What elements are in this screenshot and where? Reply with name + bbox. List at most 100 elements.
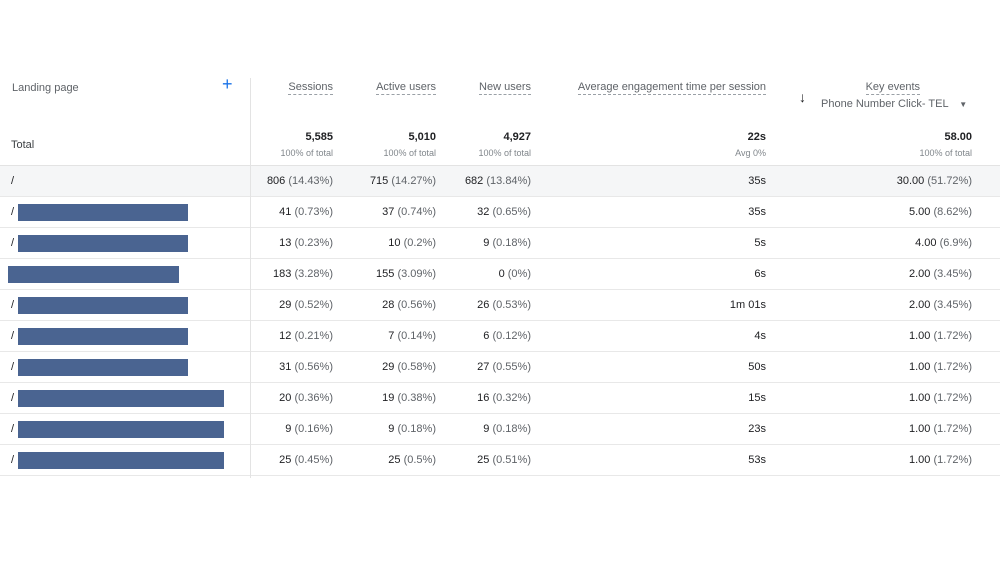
key-events-pct: (3.45%) bbox=[933, 299, 972, 311]
key-events: 2.00 (3.45%) bbox=[909, 299, 972, 311]
caret-down-icon: ▼ bbox=[959, 100, 968, 109]
avg-engagement: 35s bbox=[748, 206, 766, 218]
key-events-value: 1.00 bbox=[908, 330, 931, 342]
new-users-pct: (0.18%) bbox=[492, 423, 531, 435]
redaction-bar bbox=[18, 359, 188, 376]
col-sessions[interactable]: Sessions bbox=[288, 81, 333, 95]
sessions: 29 (0.52%) bbox=[279, 299, 333, 311]
active-users-pct: (0.74%) bbox=[397, 206, 436, 218]
key-events-pct: (6.9%) bbox=[939, 237, 972, 249]
col-new-users[interactable]: New users bbox=[479, 81, 531, 95]
total-sessions-sub: 100% of total bbox=[280, 148, 333, 158]
new-users-value: 0 bbox=[498, 268, 505, 280]
active-users-value: 715 bbox=[369, 175, 389, 187]
key-events-value: 5.00 bbox=[908, 206, 931, 218]
redaction-bar bbox=[18, 390, 224, 407]
landing-page[interactable]: / bbox=[11, 330, 15, 342]
key-events: 1.00 (1.72%) bbox=[909, 423, 972, 435]
plus-icon[interactable]: + bbox=[222, 74, 233, 94]
sessions-pct: (0.45%) bbox=[294, 454, 333, 466]
active-users-pct: (0.14%) bbox=[397, 330, 436, 342]
active-users-value: 28 bbox=[382, 299, 395, 311]
avg-engagement: 35s bbox=[748, 175, 766, 187]
landing-page[interactable]: / bbox=[11, 423, 15, 435]
table-row[interactable]: / 12 (0.21%) 7 (0.14%) 6 (0.12%) 4s 1.00 (1.7… bbox=[0, 321, 1000, 352]
key-events: 1.00 (1.72%) bbox=[909, 392, 972, 404]
sessions: 20 (0.36%) bbox=[279, 392, 333, 404]
new-users: 682 (13.84%) bbox=[465, 175, 531, 187]
sessions-value: 9 bbox=[285, 423, 292, 435]
active-users-value: 10 bbox=[388, 237, 401, 249]
key-event-select[interactable]: Phone Number Click- TEL ▼ bbox=[821, 98, 967, 110]
active-users-value: 9 bbox=[388, 423, 395, 435]
table-row[interactable]: /25 (0.45%) 25 (0.5%) 25 (0.51%) 53s 1.00 (1… bbox=[0, 445, 1000, 476]
key-events: 1.00 (1.72%) bbox=[909, 361, 972, 373]
table-header: Landing page + Sessions Active users New… bbox=[0, 70, 1000, 125]
active-users-value: 19 bbox=[382, 392, 395, 404]
arrow-down-icon[interactable]: ↓ bbox=[799, 89, 806, 105]
table-row[interactable]: 183 (3.28%) 155 (3.09%) 0 (0%) 6s 2.00 (3.45… bbox=[0, 259, 1000, 290]
sessions: 13 (0.23%) bbox=[279, 237, 333, 249]
total-key-sub: 100% of total bbox=[919, 148, 972, 158]
landing-page[interactable]: / bbox=[11, 392, 15, 404]
table-row[interactable]: / 806 (14.43%) 715 (14.27%) 682 (13.84%) 35s… bbox=[0, 166, 1000, 197]
active-users: 37 (0.74%) bbox=[382, 206, 436, 218]
total-avg-sub: Avg 0% bbox=[735, 148, 766, 158]
sessions-value: 25 bbox=[279, 454, 292, 466]
active-users: 28 (0.56%) bbox=[382, 299, 436, 311]
table-row[interactable]: / 41 (0.73%) 37 (0.74%) 32 (0.65%) 35s 5.00 (… bbox=[0, 197, 1000, 228]
redaction-bar bbox=[18, 421, 224, 438]
key-events-pct: (1.72%) bbox=[933, 423, 972, 435]
total-avg: 22s bbox=[747, 131, 766, 143]
table-row[interactable]: / 20 (0.36%) 19 (0.38%) 16 (0.32%) 15s 1.00 (… bbox=[0, 383, 1000, 414]
key-event-select-value: Phone Number Click- TEL bbox=[821, 98, 949, 110]
active-users-value: 29 bbox=[382, 361, 395, 373]
avg-engagement-value: 4s bbox=[754, 330, 766, 342]
redaction-bar bbox=[18, 452, 224, 469]
table-row[interactable]: / 29 (0.52%) 28 (0.56%) 26 (0.53%) 1m 01s 2.0… bbox=[0, 290, 1000, 321]
key-events: 1.00 (1.72%) bbox=[909, 454, 972, 466]
col-avg-engagement[interactable]: Average engagement time per session bbox=[577, 81, 766, 95]
key-events-pct: (51.72%) bbox=[927, 175, 972, 187]
avg-engagement-value: 1m 01s bbox=[729, 299, 766, 311]
new-users-pct: (0.12%) bbox=[492, 330, 531, 342]
active-users-pct: (0.18%) bbox=[397, 423, 436, 435]
new-users-pct: (0.32%) bbox=[492, 392, 531, 404]
key-events-value: 1.00 bbox=[908, 361, 931, 373]
key-events-value: 1.00 bbox=[908, 454, 931, 466]
sessions-pct: (0.52%) bbox=[294, 299, 333, 311]
sessions: 9 (0.16%) bbox=[285, 423, 333, 435]
landing-page[interactable]: / bbox=[11, 361, 15, 373]
avg-engagement: 23s bbox=[748, 423, 766, 435]
total-new: 4,927 bbox=[503, 131, 531, 143]
landing-page[interactable]: / bbox=[11, 237, 15, 249]
landing-page[interactable]: / bbox=[11, 175, 15, 187]
new-users-value: 16 bbox=[477, 392, 490, 404]
active-users: 19 (0.38%) bbox=[382, 392, 436, 404]
col-key-events[interactable]: Key events bbox=[865, 81, 920, 95]
sessions-value: 41 bbox=[279, 206, 292, 218]
redaction-bar bbox=[18, 328, 188, 345]
landing-page[interactable]: / bbox=[11, 454, 15, 466]
key-events-value: 4.00 bbox=[915, 237, 937, 249]
avg-engagement-value: 35s bbox=[748, 206, 766, 218]
active-users-pct: (0.5%) bbox=[403, 454, 436, 466]
total-new-sub: 100% of total bbox=[478, 148, 531, 158]
new-users: 32 (0.65%) bbox=[477, 206, 531, 218]
avg-engagement: 53s bbox=[748, 454, 766, 466]
sessions-value: 29 bbox=[279, 299, 292, 311]
table-row[interactable]: / 31 (0.56%) 29 (0.58%) 27 (0.55%) 50s 1.00 (… bbox=[0, 352, 1000, 383]
total-active: 5,010 bbox=[408, 131, 436, 143]
active-users-pct: (14.27%) bbox=[391, 175, 436, 187]
new-users: 0 (0%) bbox=[499, 268, 531, 280]
sessions-value: 806 bbox=[266, 175, 286, 187]
col-active-users[interactable]: Active users bbox=[376, 81, 436, 95]
new-users: 25 (0.51%) bbox=[477, 454, 531, 466]
landing-page[interactable]: / bbox=[11, 299, 15, 311]
total-active-sub: 100% of total bbox=[383, 148, 436, 158]
table-row[interactable]: /9 (0.16%) 9 (0.18%) 9 (0.18%) 23s 1.00 (1.7… bbox=[0, 414, 1000, 445]
key-events: 2.00 (3.45%) bbox=[909, 268, 972, 280]
table-row[interactable]: / 13 (0.23%) 10 (0.2%) 9 (0.18%) 5s 4.00 (6.9… bbox=[0, 228, 1000, 259]
landing-page[interactable]: / bbox=[11, 206, 15, 218]
active-users: 155 (3.09%) bbox=[376, 268, 436, 280]
